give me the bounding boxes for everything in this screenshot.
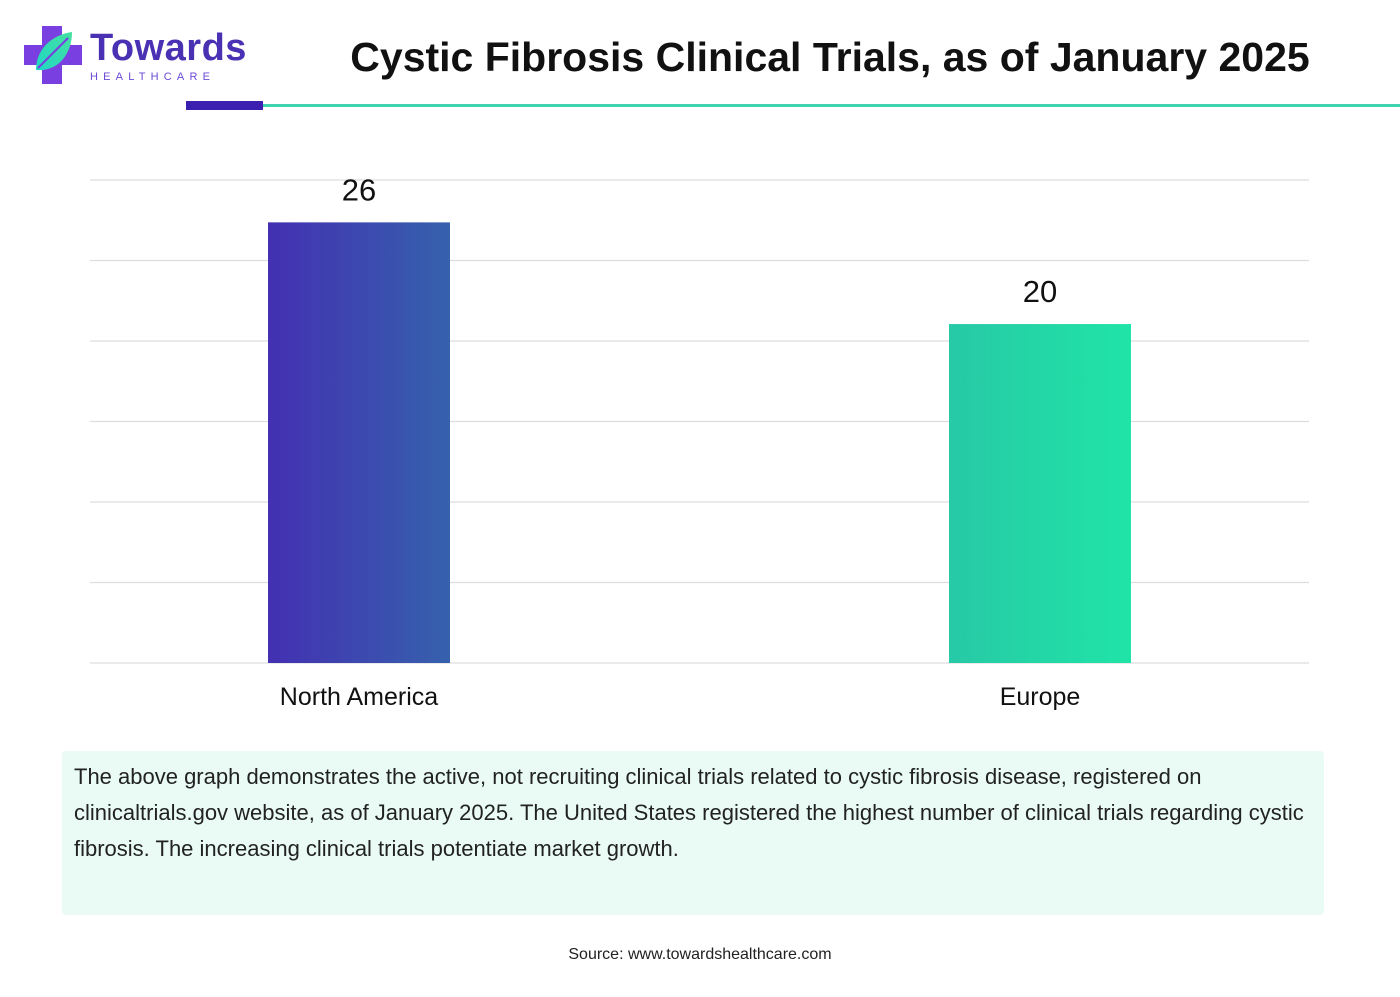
bar-north-america — [268, 222, 450, 664]
data-label: 20 — [1023, 274, 1057, 309]
data-label: 26 — [342, 172, 376, 207]
header-rule-accent — [186, 101, 263, 110]
description-note: The above graph demonstrates the active,… — [62, 751, 1324, 915]
bars — [268, 222, 1131, 664]
labels: 26 North America 20 Europe — [280, 172, 1081, 711]
logo-name: Towards — [90, 27, 247, 69]
logo-subtitle: HEALTHCARE — [90, 71, 216, 83]
page-title: Cystic Fibrosis Clinical Trials, as of J… — [350, 34, 1310, 80]
header-rule — [263, 104, 1400, 107]
healthcare-cross-icon — [24, 26, 82, 84]
logo: Towards HEALTHCARE — [22, 24, 246, 88]
bar-europe — [949, 324, 1131, 663]
source-text: Source: www.towardshealthcare.com — [568, 946, 832, 963]
bar-chart: 26 North America 20 Europe — [90, 172, 1309, 711]
category-label: Europe — [1000, 683, 1081, 711]
category-label: North America — [280, 683, 438, 711]
